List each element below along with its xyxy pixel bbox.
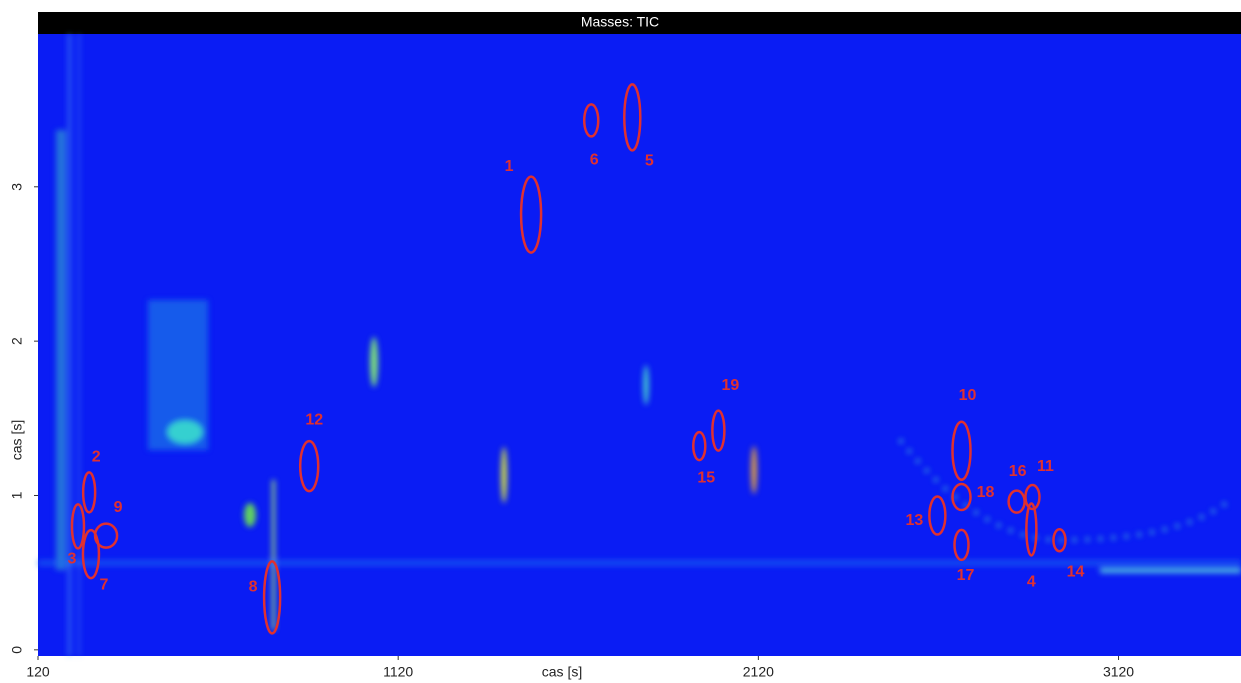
- x-tick-label: 1120: [383, 664, 413, 680]
- peak-label: 11: [1037, 458, 1054, 475]
- signal: [38, 34, 1241, 656]
- peak-marker: [582, 103, 600, 138]
- title-bar: [38, 12, 1241, 34]
- peak-marker: [298, 439, 320, 493]
- peak-label: 12: [305, 411, 323, 428]
- peak-label: 5: [645, 153, 654, 170]
- peak-label: 15: [697, 469, 715, 486]
- peak-marker: [262, 560, 282, 635]
- peak-label: 2: [92, 449, 101, 466]
- peak-marker: [623, 83, 642, 152]
- peak-marker: [1052, 527, 1067, 553]
- peak-marker: [951, 420, 972, 481]
- peak-marker: [81, 528, 101, 580]
- peak-marker: [928, 495, 947, 536]
- peak-marker: [711, 409, 726, 452]
- y-tick-label: 2: [9, 337, 25, 345]
- peak-label: 4: [1027, 574, 1036, 591]
- peak-marker: [692, 430, 707, 462]
- y-axis-label: cas [s]: [9, 420, 25, 460]
- y-tick-label: 1: [9, 491, 25, 499]
- y-tick-label: 0: [9, 646, 25, 654]
- peak-marker: [70, 503, 86, 550]
- peak-label: 10: [959, 387, 977, 404]
- peak-label: 7: [99, 576, 108, 593]
- x-tick-label: 2120: [743, 664, 774, 680]
- peak-marker: [93, 522, 119, 549]
- peak-label: 6: [590, 152, 599, 169]
- peak-label: 14: [1067, 563, 1085, 580]
- peak-label: 8: [249, 579, 258, 596]
- peak-label: 9: [114, 499, 123, 516]
- peak-marker: [1024, 483, 1041, 511]
- y-tick-label: 3: [9, 183, 25, 191]
- peak-marker: [953, 528, 970, 562]
- peak-marker: [951, 482, 972, 512]
- peak-marker: [81, 471, 97, 514]
- peak-label: 13: [905, 512, 923, 529]
- peak-label: 1: [505, 158, 514, 175]
- x-tick-label: 3120: [1103, 664, 1134, 680]
- peak-label: 3: [68, 551, 77, 568]
- peak-label: 18: [977, 484, 995, 501]
- peak-label: 17: [957, 567, 975, 584]
- x-tick-label: 120: [26, 664, 50, 680]
- peak-label: 19: [721, 377, 739, 394]
- x-axis-label: cas [s]: [542, 664, 582, 680]
- peak-marker: [1007, 489, 1026, 514]
- peak-label: 16: [1009, 463, 1027, 480]
- peak-marker: [519, 175, 543, 254]
- chart-title: Masses: TIC: [581, 14, 659, 30]
- peak-marker: [1025, 502, 1038, 557]
